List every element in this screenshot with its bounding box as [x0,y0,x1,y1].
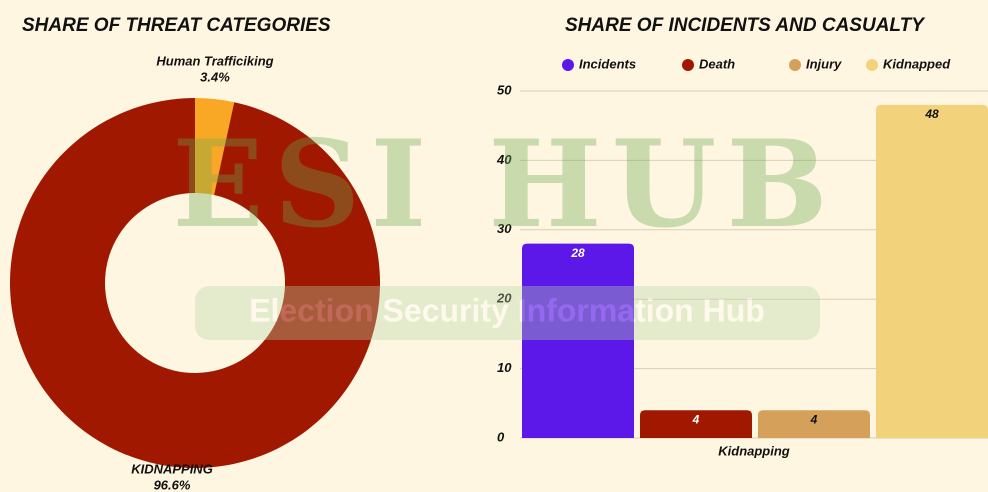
watermark-subtitle: Election Security Information Hub [249,292,765,328]
legend-label: Incidents [579,56,636,71]
chart-title: SHARE OF THREAT CATEGORIES [22,15,331,36]
slice-value: 96.6% [154,477,191,492]
data-label: 48 [924,107,939,121]
slice-value: 3.4% [200,69,230,84]
chart-title: SHARE OF INCIDENTS AND CASUALTY [565,15,926,36]
bar-chart: 0 10 20 30 40 50 Incidents Death Injury Kidnapped… [496,56,988,458]
bar [640,410,752,438]
bar [758,410,870,438]
x-tick-label: Kidnapping [718,443,790,458]
slice-label: KIDNAPPING [131,461,213,476]
bar [522,243,634,438]
y-tick-label: 30 [497,221,512,236]
y-tick-label: 20 [496,291,512,306]
legend-label: Death [699,56,735,71]
y-tick-label: 50 [497,82,512,97]
bar [876,104,988,438]
legend-label: Injury [806,56,842,71]
slice-label: Human Trafficiking [156,53,273,68]
legend-swatch [866,59,878,71]
donut-slice [195,98,235,196]
donut-slice [9,98,380,468]
data-label: 4 [692,412,700,426]
y-tick-label: 0 [497,429,505,444]
data-label: 28 [570,246,585,260]
legend-label: Kidnapped [883,56,951,71]
data-label: 4 [810,412,818,426]
y-tick-label: 40 [496,152,512,167]
legend-swatch [789,59,801,71]
watermark-box [195,286,820,340]
watermark-title: ESI HUB [172,114,838,255]
watermark: ESI HUB Election Security Information Hu… [172,114,838,340]
y-tick-label: 10 [497,360,512,375]
legend-swatch [562,59,574,71]
legend-swatch [682,59,694,71]
